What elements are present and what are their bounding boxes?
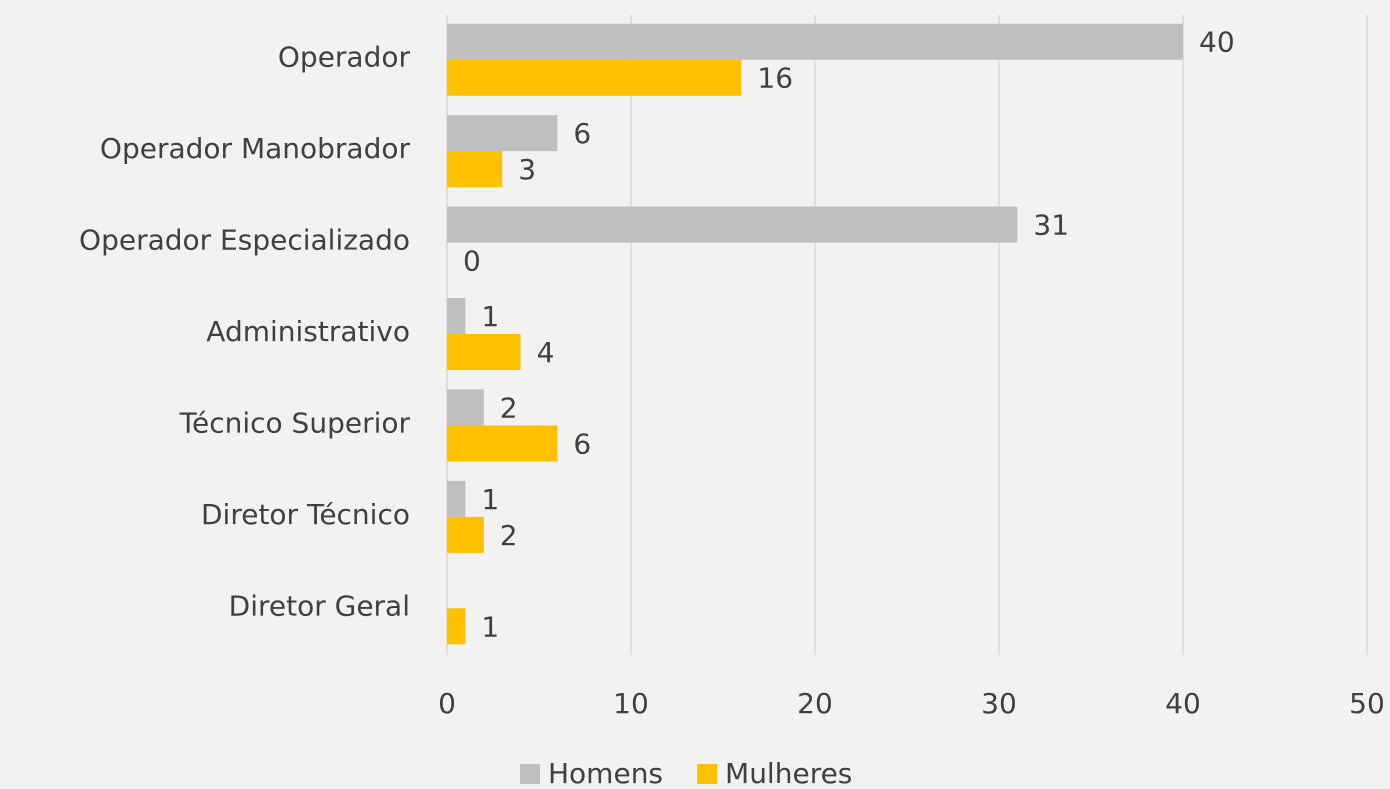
category-label: Operador [278,41,411,74]
x-tick-label: 40 [1165,687,1201,720]
bar [447,608,466,645]
bar [447,298,466,334]
x-tick-label: 30 [981,687,1017,720]
bar [447,23,1183,60]
category-label: Operador Especializado [79,224,410,257]
value-label: 1 [481,610,499,643]
value-label: 6 [573,117,591,150]
value-label: 3 [518,153,536,186]
bar [447,206,1018,243]
category-label: Diretor Técnico [201,498,410,531]
category-label: Técnico Superior [179,406,411,439]
category-label: Administrativo [206,315,410,348]
x-tick-label: 0 [438,687,456,720]
bar [447,516,484,553]
value-label: 4 [537,336,555,369]
bar [447,59,742,96]
bar [447,389,484,426]
value-label: 31 [1033,209,1069,242]
value-label: 0 [463,245,481,278]
value-label: 2 [500,391,518,424]
bar [447,425,558,462]
value-label: 16 [757,62,793,95]
value-label: 1 [481,300,499,333]
legend-label: Mulheres [725,757,852,789]
value-label: 40 [1199,26,1235,59]
bar [447,151,503,188]
x-tick-label: 50 [1349,687,1385,720]
bar [447,480,466,517]
legend-swatch [697,764,718,784]
value-label: 6 [573,427,591,460]
x-tick-label: 10 [613,687,649,720]
category-label: Operador Manobrador [100,132,411,165]
category-label: Diretor Geral [229,589,410,622]
value-label: 2 [500,519,518,552]
value-label: 1 [481,483,499,516]
legend-label: Homens [548,757,663,789]
bar [447,334,521,370]
legend-swatch [520,764,540,784]
x-tick-label: 20 [797,687,833,720]
bar [447,115,558,152]
